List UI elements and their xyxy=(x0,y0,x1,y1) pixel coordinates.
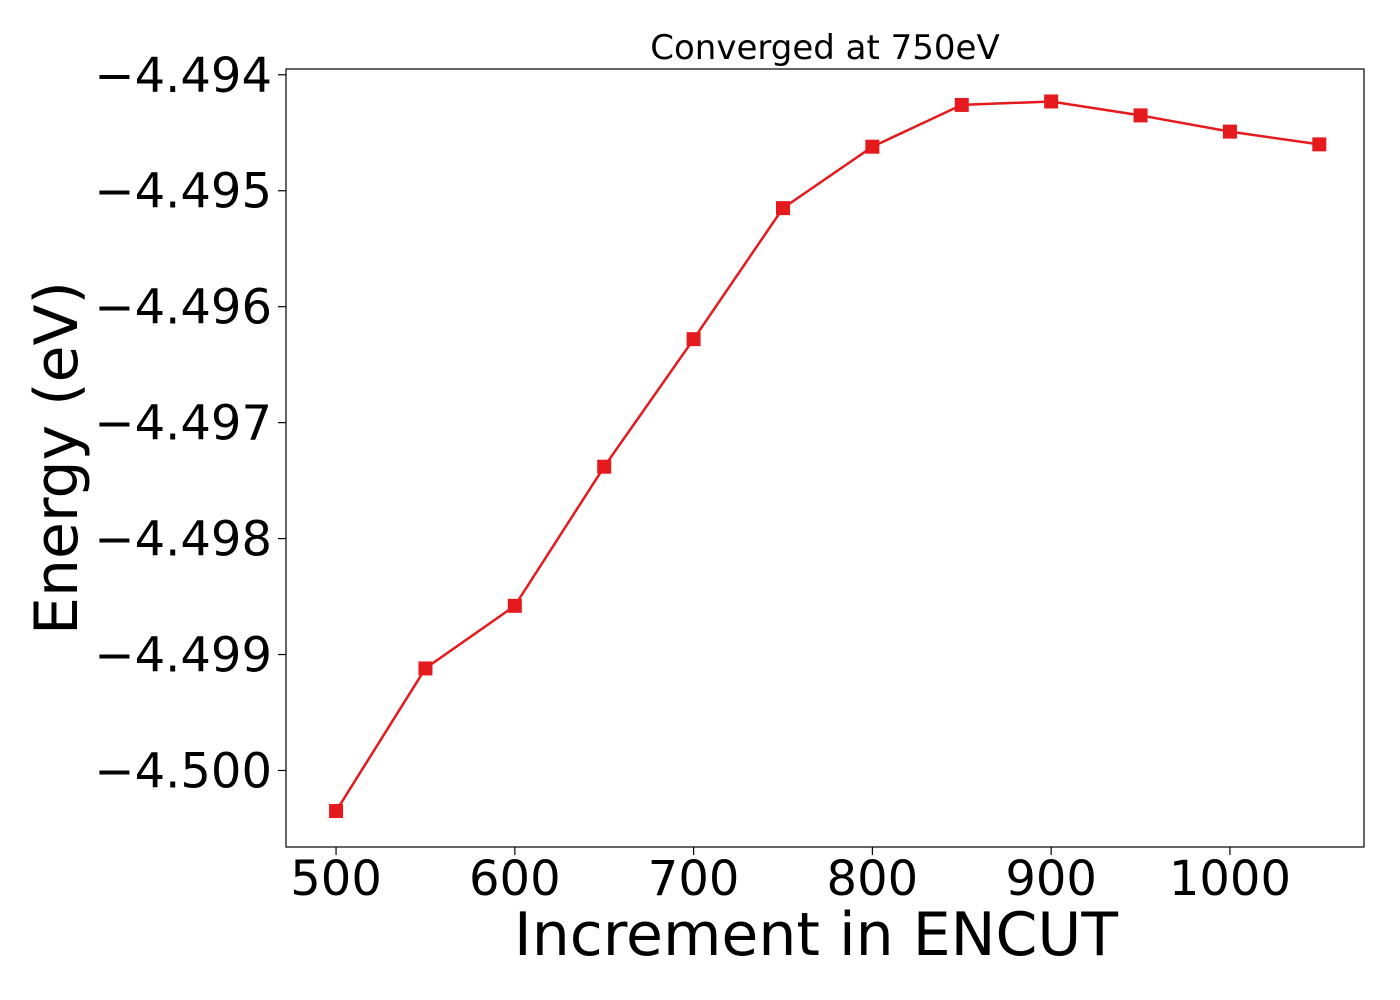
data-point-marker xyxy=(775,201,790,216)
data-point-marker xyxy=(329,804,344,819)
data-point-marker xyxy=(418,661,433,676)
x-tick-label: 800 xyxy=(827,851,919,907)
y-tick-label: −4.495 xyxy=(94,164,272,220)
data-point-marker xyxy=(1044,94,1059,109)
series-group xyxy=(329,94,1327,819)
data-point-marker xyxy=(1222,124,1237,139)
x-tick-label: 500 xyxy=(290,851,382,907)
y-tick-label: −4.496 xyxy=(94,280,272,336)
data-point-marker xyxy=(1312,137,1327,152)
y-tick-label: −4.494 xyxy=(94,48,272,104)
y-tick-label: −4.500 xyxy=(94,743,272,799)
series-line xyxy=(335,100,1320,812)
y-axis: −4.500 −4.499 −4.498 −4.497 −4.496 −4.495 −4.4… xyxy=(94,48,286,799)
chart-title: Converged at 750eV xyxy=(650,28,999,68)
x-axis-label: Increment in ENCUT xyxy=(514,900,1118,970)
plot-frame xyxy=(285,68,1365,848)
data-point-marker xyxy=(507,598,522,613)
y-axis-label: Energy (eV) xyxy=(22,281,92,635)
y-tick-label: −4.497 xyxy=(94,396,272,452)
x-tick-label: 600 xyxy=(469,851,561,907)
data-point-marker xyxy=(1133,108,1148,123)
x-tick-label: 900 xyxy=(1005,851,1097,907)
x-axis: 500 600 700 800 900 1000 xyxy=(290,847,1291,907)
data-point-marker xyxy=(954,97,969,112)
x-tick-label: 700 xyxy=(648,851,740,907)
x-tick-label: 1000 xyxy=(1169,851,1291,907)
y-tick-label: −4.498 xyxy=(94,512,272,568)
data-point-marker xyxy=(865,139,880,154)
data-point-marker xyxy=(597,459,612,474)
y-tick-label: −4.499 xyxy=(94,628,272,684)
data-point-marker xyxy=(686,332,701,347)
